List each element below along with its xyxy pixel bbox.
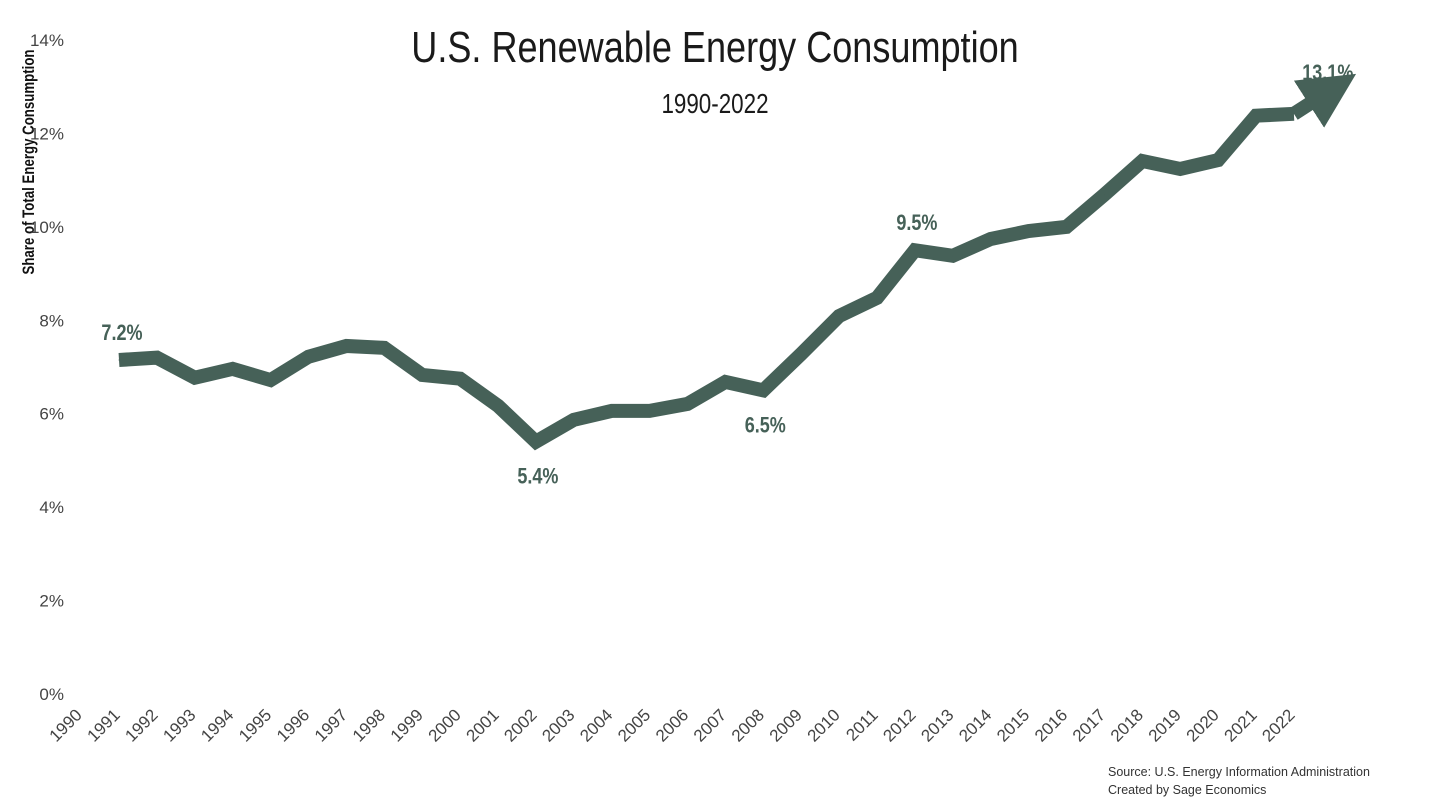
x-tick-label: 2000 [425,705,465,745]
x-tick-label: 1990 [46,705,86,745]
data-point [1255,115,1257,117]
x-tick-label: 2008 [728,705,768,745]
data-point [838,315,840,317]
data-point [762,389,764,391]
x-tick-label: 1993 [159,705,199,745]
data-point [1217,159,1219,161]
y-tick-label: 2% [39,592,64,611]
data-point [914,249,916,251]
y-tick-label: 10% [30,218,64,237]
x-tick-label: 1997 [311,705,351,745]
x-tick-label: 2016 [1031,705,1071,745]
data-point [649,410,651,412]
data-point [497,405,499,407]
data-point [156,357,158,359]
x-tick-label: 2005 [614,705,654,745]
x-tick-label: 1992 [121,705,161,745]
x-tick-label: 1996 [273,705,313,745]
data-point [232,368,234,370]
chart-subtitle: 1990-2022 [661,89,768,120]
data-point [1028,230,1030,232]
data-label: 7.2% [101,321,142,345]
data-point [1103,194,1105,196]
data-point [1141,160,1143,162]
y-tick-label: 8% [39,311,64,330]
data-point [308,356,309,358]
x-tick-label: 1999 [387,705,427,745]
data-point [345,345,347,347]
y-tick-label: 0% [39,685,64,704]
data-point [990,238,992,240]
data-label: 13.1% [1302,61,1353,85]
x-tick-label: 2011 [842,705,881,744]
y-tick-label: 4% [39,498,64,517]
series-line [118,106,1295,451]
x-tick-label: 2018 [1107,705,1147,745]
x-tick-label: 2020 [1183,705,1223,745]
x-tick-label: 2019 [1145,705,1185,745]
data-point [876,297,878,299]
data-point [270,379,272,381]
data-label: 6.5% [745,414,786,438]
x-tick-label: 2017 [1069,705,1109,745]
data-point [1066,226,1067,228]
data-point [611,410,613,412]
y-tick-label: 14% [30,31,64,50]
x-tick-label: 2003 [538,705,578,745]
trend-arrow [1290,73,1357,128]
chart-title: U.S. Renewable Energy Consumption [411,23,1018,72]
x-tick-label: 2021 [1221,705,1261,745]
data-point [421,374,423,376]
data-point [687,403,688,405]
x-tick-label: 1995 [235,705,275,745]
y-tick-label: 6% [39,405,64,424]
y-tick-label: 12% [30,124,64,143]
data-point [724,381,726,383]
credit-note: Created by Sage Economics [1108,783,1266,797]
y-axis-label: Share of Total Energy Consumption [20,49,39,274]
x-tick-label: 2009 [766,705,806,745]
x-tick-label: 1991 [84,705,124,745]
data-point [573,419,575,421]
source-note: Source: U.S. Energy Information Administ… [1108,765,1370,779]
data-point [459,378,461,380]
data-point [194,377,196,379]
data-point [383,347,385,349]
x-tick-label: 2015 [993,705,1033,745]
x-tick-label: 2012 [879,705,919,745]
x-tick-label: 2007 [690,705,730,745]
data-label: 9.5% [896,212,937,236]
x-tick-label: 2014 [955,705,995,745]
x-tick-label: 2022 [1258,705,1298,745]
x-tick-label: 1994 [197,705,237,745]
data-point [535,441,537,443]
x-tick-label: 2006 [652,705,692,745]
x-tick-label: 1998 [349,705,389,745]
data-point [800,353,802,355]
data-point [118,359,120,361]
data-point [952,255,954,257]
x-tick-label: 2004 [576,705,616,745]
data-label: 5.4% [517,465,558,489]
data-point [1179,168,1181,170]
data-point [1331,81,1333,83]
x-tick-label: 2010 [804,705,844,745]
data-point [1293,113,1295,115]
x-tick-label: 2002 [500,705,540,745]
x-tick-label: 2013 [917,705,957,745]
x-tick-label: 2001 [463,705,503,745]
